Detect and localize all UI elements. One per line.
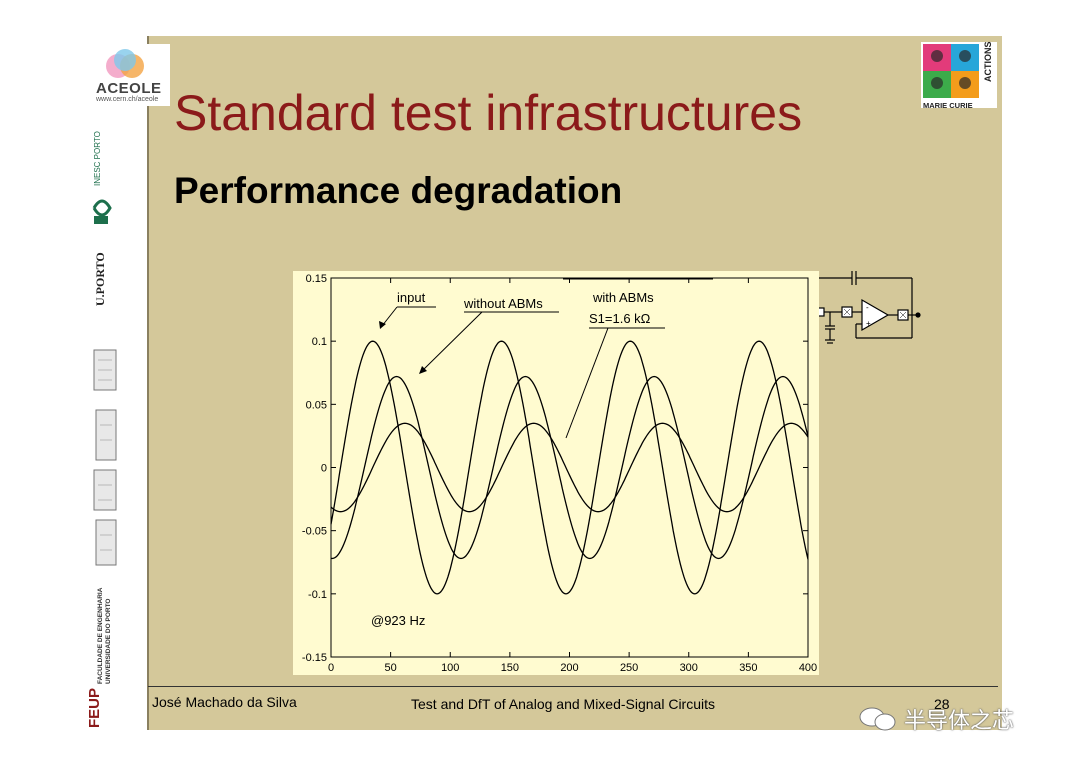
annotation-without-abms: without ABMs	[463, 296, 543, 311]
leader-without	[421, 311, 483, 372]
x-tick-label: 200	[560, 662, 578, 674]
wechat-icon	[859, 707, 896, 731]
x-tick-label: 50	[385, 662, 397, 674]
marie-curie-logo	[921, 42, 997, 108]
aceole-wordmark: ACEOLE	[96, 80, 162, 97]
leader-with	[565, 327, 609, 439]
leader-input	[381, 306, 398, 327]
y-tick-label: -0.15	[302, 652, 327, 664]
feup-line2: UNIVERSIDADE DO PORTO	[105, 598, 112, 684]
chart-svg: 0 50 100 150 200 250 300 350 400 0.15 0.1 0.05 0 -0.0…	[293, 271, 819, 675]
x-tick-label: 300	[680, 662, 698, 674]
feup-abbr: FEUP	[86, 687, 103, 728]
aceole-url: www.cern.ch/aceole	[96, 96, 159, 103]
annotation-input: input	[397, 290, 426, 305]
annotation-with-abms: with ABMs	[592, 290, 654, 305]
page-number: 28	[934, 696, 950, 712]
arrow-without	[419, 366, 427, 374]
slide-title: Standard test infrastructures	[174, 85, 803, 141]
x-tick-label: 350	[739, 662, 757, 674]
svg-text:+: +	[866, 319, 871, 328]
marie-curie-portraits-icon	[923, 44, 979, 98]
uporto-logo-text: U.PORTO	[93, 252, 107, 306]
footer-course: Test and DfT of Analog and Mixed-Signal …	[411, 696, 716, 712]
watermark-text: 半导体之芯	[904, 708, 1015, 733]
footer-author: José Machado da Silva	[152, 694, 297, 710]
arrow-input	[379, 321, 386, 329]
x-tick-label: 400	[799, 662, 817, 674]
y-tick-label: -0.05	[302, 526, 327, 538]
svg-text:-: -	[866, 303, 869, 312]
left-bar-divider	[147, 36, 149, 730]
inesc-logo-text: INESC PORTO	[93, 131, 102, 186]
series-without-abms-line	[330, 375, 809, 560]
annotation-frequency: @923 Hz	[371, 613, 425, 628]
aceole-circles-icon	[106, 49, 144, 78]
y-tick-label: 0.15	[306, 273, 327, 285]
inesc-mark-icon	[92, 199, 112, 224]
x-tick-label: 250	[620, 662, 638, 674]
series-input-line	[330, 340, 809, 595]
y-tick-label: 0	[321, 463, 327, 475]
y-tick-label: 0.1	[312, 336, 327, 348]
chart: 0 50 100 150 200 250 300 350 400 0.15 0.1 0.05 0 -0.0…	[293, 271, 819, 675]
slide-subtitle: Performance degradation	[174, 170, 623, 211]
y-tick-label: 0.05	[306, 399, 327, 411]
x-tick-label: 0	[328, 662, 334, 674]
footer-divider	[148, 686, 998, 687]
series-with-abms-line	[330, 422, 809, 513]
y-tick-label: -0.1	[308, 589, 327, 601]
watermark: 半导体之芯	[858, 703, 1014, 735]
annotation-with-abms-s1: S1=1.6 kΩ	[589, 311, 651, 326]
building-drawing-icon	[93, 349, 117, 566]
marie-curie-text: MARIE CURIE	[923, 101, 973, 110]
actions-text: ACTIONS	[983, 41, 993, 83]
x-tick-label: 100	[441, 662, 459, 674]
x-tick-label: 150	[501, 662, 519, 674]
chart-background	[293, 271, 819, 675]
aceole-logo	[82, 44, 170, 106]
feup-line1: FACULDADE DE ENGENHARIA	[97, 587, 104, 684]
